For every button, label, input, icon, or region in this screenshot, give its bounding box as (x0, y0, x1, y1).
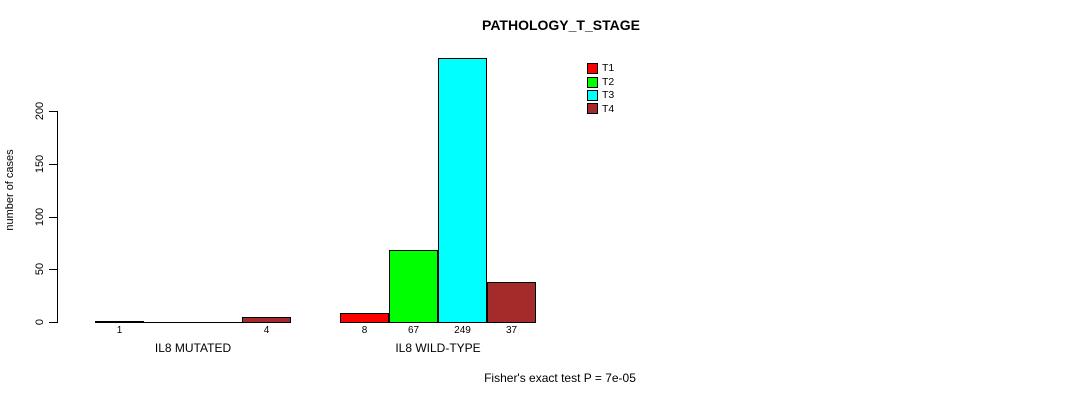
y-tick-mark (49, 269, 57, 271)
bar-t4-group1 (242, 317, 291, 323)
y-tick-label: 100 (34, 207, 46, 226)
bar-t1-group2 (340, 313, 389, 323)
bar-value-label: 249 (454, 325, 471, 336)
bar-t3-group2 (438, 58, 487, 323)
bar-value-label: 37 (505, 325, 518, 336)
group-label: IL8 MUTATED (154, 341, 232, 355)
legend-entry-t4: T4 (587, 102, 614, 115)
legend-label: T4 (602, 102, 615, 115)
footnote: Fisher's exact test P = 7e-05 (484, 371, 636, 385)
legend-label: T2 (602, 75, 615, 88)
group-label: IL8 WILD-TYPE (395, 341, 481, 355)
y-tick-label: 0 (34, 318, 46, 326)
legend-entry-t3: T3 (587, 89, 614, 102)
y-axis (57, 111, 58, 323)
legend-entry-t1: T1 (587, 62, 614, 75)
bar-t2-group1 (144, 322, 193, 323)
y-tick-label: 150 (34, 154, 46, 173)
y-axis-label: number of cases (4, 149, 16, 231)
legend-swatch-t2 (587, 76, 598, 88)
y-tick-label: 200 (34, 101, 46, 121)
bar-value-label: 4 (263, 325, 270, 336)
bar-value-label: 8 (361, 325, 368, 336)
legend-swatch-t3 (587, 89, 598, 101)
bar-t2-group2 (389, 250, 438, 323)
legend-label: T3 (602, 89, 615, 102)
bar-value-label: 67 (407, 325, 420, 336)
legend-label: T1 (602, 62, 615, 75)
y-tick-mark (49, 216, 57, 218)
bar-t1-group1 (95, 321, 144, 323)
y-tick-mark (49, 322, 57, 323)
legend: T1 T2 T3 T4 (587, 62, 614, 116)
y-tick-mark (49, 111, 57, 112)
y-tick-label: 50 (34, 263, 46, 276)
chart-title: PATHOLOGY_T_STAGE (482, 17, 640, 33)
y-tick-mark (49, 163, 57, 165)
legend-entry-t2: T2 (587, 75, 614, 88)
bar-t3-group1 (193, 322, 242, 323)
legend-swatch-t1 (587, 63, 598, 75)
bar-value-label: 1 (116, 325, 123, 336)
legend-swatch-t4 (587, 103, 598, 115)
bar-t4-group2 (487, 282, 536, 323)
